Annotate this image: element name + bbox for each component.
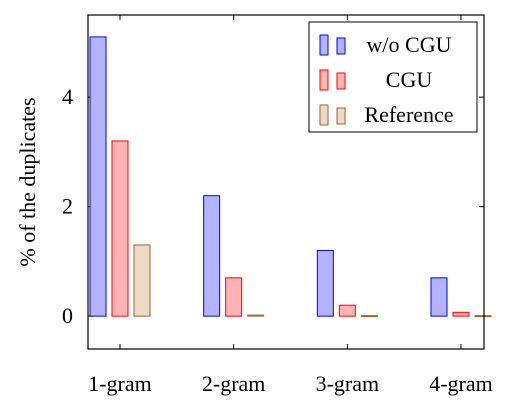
bar-w-o-cgu-2-gram [203,195,221,317]
y-tick-label: 0 [62,303,73,328]
bar-w-o-cgu-4-gram [430,277,448,317]
y-tick-label: 2 [62,194,73,219]
bar-reference-3-gram [360,315,378,318]
x-tick-label: 1-gram [88,371,152,396]
bar-reference-1-gram [133,244,151,317]
x-tick-label: 4-gram [429,371,493,396]
bar-w-o-cgu-1-gram [89,36,107,317]
bar-cgu-4-gram [452,311,470,317]
legend-swatch-w-o-cgu [319,34,329,56]
y-axis-label: % of the duplicates [15,97,40,266]
legend: w/o CGU CGU Reference [308,21,478,133]
y-tick-labels: 0 2 4 [62,84,73,328]
legend-swatch-reference [319,104,329,126]
legend-swatch-cgu [336,72,346,90]
bar-reference-4-gram [474,315,492,318]
x-tick-label: 3-gram [316,371,380,396]
legend-swatch-reference [336,107,346,125]
bar-reference-2-gram [247,314,265,317]
legend-label-reference: Reference [364,102,453,127]
bar-cgu-3-gram [338,304,356,317]
bar-w-o-cgu-3-gram [316,249,334,317]
x-tick-label: 2-gram [202,371,266,396]
legend-label-w-o-cgu: w/o CGU [367,32,452,57]
y-tick-label: 4 [62,84,73,109]
legend-label-cgu: CGU [386,67,433,92]
legend-swatch-cgu [319,69,329,91]
x-tick-labels: 1-gram 2-gram 3-gram 4-gram [88,371,493,396]
plot-frame [87,14,485,350]
legend-swatch-w-o-cgu [336,37,346,55]
bars-group [89,36,492,318]
bar-cgu-2-gram [225,277,243,317]
bar-cgu-1-gram [111,140,129,317]
